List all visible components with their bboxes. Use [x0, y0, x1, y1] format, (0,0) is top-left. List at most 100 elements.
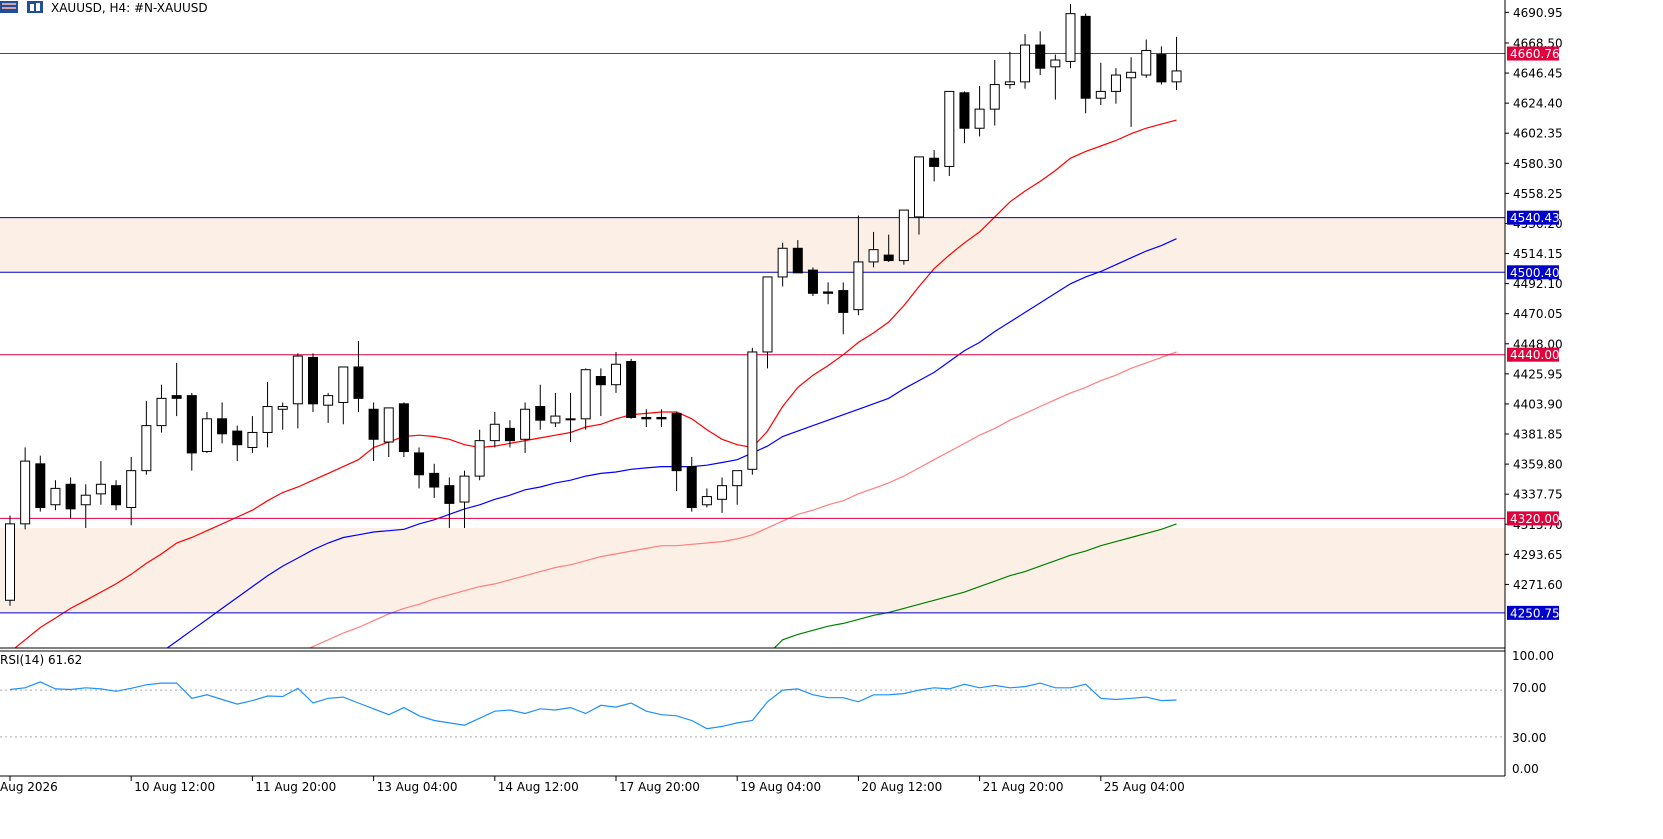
bear-candle — [504, 427, 515, 442]
price-tick-label: 4359.80 — [1513, 458, 1563, 472]
bull-candle — [853, 261, 864, 311]
price-tick-label: 4470.05 — [1513, 307, 1563, 321]
chart-type-icon-bar — [36, 3, 40, 11]
bear-candle — [429, 472, 440, 488]
bear-candle — [883, 254, 894, 262]
level-price-tags: 4660.76 4540.43 4500.40 4440.00 4320.00 4250.… — [1507, 46, 1560, 620]
bear-candle — [308, 356, 318, 405]
bear-candle — [792, 247, 803, 274]
price-tick-label: 4337.75 — [1513, 488, 1563, 502]
candlesticks — [5, 4, 1182, 606]
level-tag-text: 4320.00 — [1510, 512, 1560, 526]
bull-candle — [944, 90, 955, 167]
bear-candle — [626, 361, 637, 418]
bear-candle — [171, 395, 182, 399]
bull-candle — [1095, 90, 1106, 99]
bear-candle — [656, 416, 667, 420]
time-axis-labels: Aug 2026 10 Aug 12:00 11 Aug 20:00 13 Aug 0… — [0, 776, 1185, 794]
bear-candle — [111, 485, 122, 506]
level-tag — [1507, 46, 1559, 61]
bull-candle — [1126, 71, 1137, 79]
rsi-label: RSI(14) 61.62 — [0, 653, 82, 667]
bull-candle — [747, 351, 758, 470]
bull-candle — [20, 460, 31, 525]
bull-candle — [95, 483, 106, 495]
bear-candle — [217, 418, 228, 435]
price-axis-labels: 4690.954668.504646.454624.404602.354580.… — [1505, 6, 1563, 592]
bear-candle — [1080, 15, 1091, 99]
price-zones — [0, 217, 1505, 613]
bear-candle — [686, 466, 697, 508]
bear-candle — [671, 412, 682, 472]
bull-candle — [292, 355, 303, 405]
bull-candle — [1020, 44, 1031, 83]
rsi-panel: RSI(14) 61.62 100.00 70.00 30.00 0.00 — [0, 649, 1554, 776]
bull-candle — [701, 496, 712, 506]
ma-red-line — [14, 119, 1177, 648]
price-tick-label: 4514.15 — [1513, 247, 1563, 261]
bull-candle — [732, 470, 743, 487]
ma-blue-line — [166, 238, 1177, 648]
moving-averages — [14, 119, 1177, 648]
bull-candle — [80, 494, 91, 506]
price-tick-label: 4558.25 — [1513, 187, 1563, 201]
bull-candle — [277, 406, 288, 410]
bear-candle — [929, 157, 940, 167]
bull-candle — [717, 485, 728, 500]
rsi-level-100: 100.00 — [1512, 649, 1554, 663]
bull-candle — [868, 249, 879, 263]
level-tag — [1507, 511, 1559, 526]
price-zone — [0, 217, 1505, 273]
level-tag-text: 4250.75 — [1510, 606, 1560, 620]
chart-header: XAUUSD, H4: #N-XAUUSD — [0, 1, 208, 15]
price-tick-label: 4602.35 — [1513, 127, 1563, 141]
price-zone — [0, 527, 1505, 613]
rsi-level-0: 0.00 — [1512, 762, 1539, 776]
time-tick-label: 11 Aug 20:00 — [255, 780, 336, 794]
time-tick-label: 25 Aug 04:00 — [1104, 780, 1185, 794]
bear-candle — [186, 395, 197, 454]
price-tick-label: 4580.30 — [1513, 157, 1563, 171]
bull-candle — [777, 247, 788, 278]
time-tick-label: 19 Aug 04:00 — [740, 780, 821, 794]
bull-candle — [50, 487, 61, 506]
menu-icon-bar — [2, 7, 16, 9]
bear-candle — [1035, 44, 1046, 69]
bull-candle — [520, 408, 531, 440]
price-tick-label: 4403.90 — [1513, 397, 1563, 411]
price-tick-label: 4425.95 — [1513, 367, 1563, 381]
bear-candle — [823, 291, 834, 294]
chart-type-icon[interactable] — [27, 1, 43, 13]
bull-candle — [974, 108, 985, 129]
bear-candle — [65, 483, 76, 510]
price-tick-label: 4271.60 — [1513, 578, 1563, 592]
horizontal-levels[interactable] — [0, 53, 1505, 614]
bull-candle — [914, 156, 924, 218]
time-tick-label: Aug 2026 — [0, 780, 58, 794]
bull-candle — [1050, 59, 1061, 68]
bull-candle — [201, 418, 212, 453]
level-tag — [1507, 347, 1559, 362]
bear-candle — [398, 403, 409, 453]
bull-candle — [1004, 81, 1015, 86]
menu-icon-bar — [2, 3, 16, 5]
level-tag-text: 4440.00 — [1510, 348, 1560, 362]
bull-candle — [459, 475, 470, 503]
bull-candle — [1171, 70, 1182, 83]
bear-candle — [535, 406, 546, 421]
bull-candle — [1110, 74, 1121, 92]
bear-candle — [838, 290, 849, 313]
price-tick-label: 4492.10 — [1513, 277, 1563, 291]
bear-candle — [595, 376, 606, 386]
bear-candle — [444, 485, 455, 504]
bull-candle — [489, 423, 500, 442]
bear-candle — [1156, 54, 1167, 83]
level-tag-text: 4660.76 — [1510, 47, 1560, 61]
rsi-level-70: 70.00 — [1512, 681, 1546, 695]
bull-candle — [989, 84, 1000, 110]
bear-candle — [353, 366, 364, 399]
rsi-line — [9, 681, 1177, 730]
level-tag-text: 4500.40 — [1510, 266, 1560, 280]
bear-candle — [368, 408, 379, 440]
